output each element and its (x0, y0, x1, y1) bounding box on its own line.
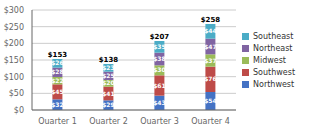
svg-text:$28: $28 (51, 68, 64, 75)
svg-text:$300: $300 (8, 6, 24, 15)
svg-text:$37: $37 (204, 57, 217, 64)
svg-text:$29: $29 (102, 101, 115, 108)
svg-text:$47: $47 (204, 43, 217, 50)
svg-text:$250: $250 (8, 23, 24, 32)
svg-text:$258: $258 (201, 16, 221, 24)
svg-text:$207: $207 (150, 33, 170, 41)
svg-text:$41: $41 (102, 90, 115, 97)
svg-text:$20: $20 (102, 79, 115, 86)
svg-text:$45: $45 (51, 88, 64, 95)
svg-text:Quarter 1: Quarter 1 (38, 117, 77, 124)
svg-text:$200: $200 (8, 39, 24, 48)
svg-text:$25: $25 (102, 72, 115, 79)
svg-text:$153: $153 (48, 51, 68, 59)
svg-text:$50: $50 (9, 89, 24, 98)
svg-text:$23: $23 (102, 64, 115, 71)
svg-text:$30: $30 (153, 66, 166, 73)
svg-text:$32: $32 (51, 101, 64, 108)
svg-text:$150: $150 (8, 56, 24, 65)
svg-text:$26: $26 (51, 59, 64, 66)
svg-text:$0: $0 (14, 106, 24, 115)
svg-text:Quarter 3: Quarter 3 (140, 117, 179, 124)
svg-text:$38: $38 (153, 55, 166, 62)
svg-text:$44: $44 (204, 27, 217, 34)
html-text:Southeast: Southeast (253, 32, 294, 41)
html-text:Northeast: Northeast (253, 44, 293, 53)
html-text:Southwest: Southwest (253, 68, 295, 77)
html-text:Northwest: Northwest (253, 80, 295, 89)
svg-text:$138: $138 (99, 56, 119, 64)
svg-text:$61: $61 (153, 82, 166, 89)
svg-text:$100: $100 (8, 73, 24, 82)
svg-text:$54: $54 (204, 97, 217, 104)
svg-text:$22: $22 (51, 77, 64, 84)
svg-text:Quarter 2: Quarter 2 (89, 117, 128, 124)
svg-text:$43: $43 (153, 99, 166, 106)
svg-text:$76: $76 (204, 75, 217, 82)
html-text:Midwest: Midwest (253, 56, 286, 65)
svg-text:$35: $35 (153, 43, 166, 50)
svg-text:Quarter 4: Quarter 4 (191, 117, 230, 124)
